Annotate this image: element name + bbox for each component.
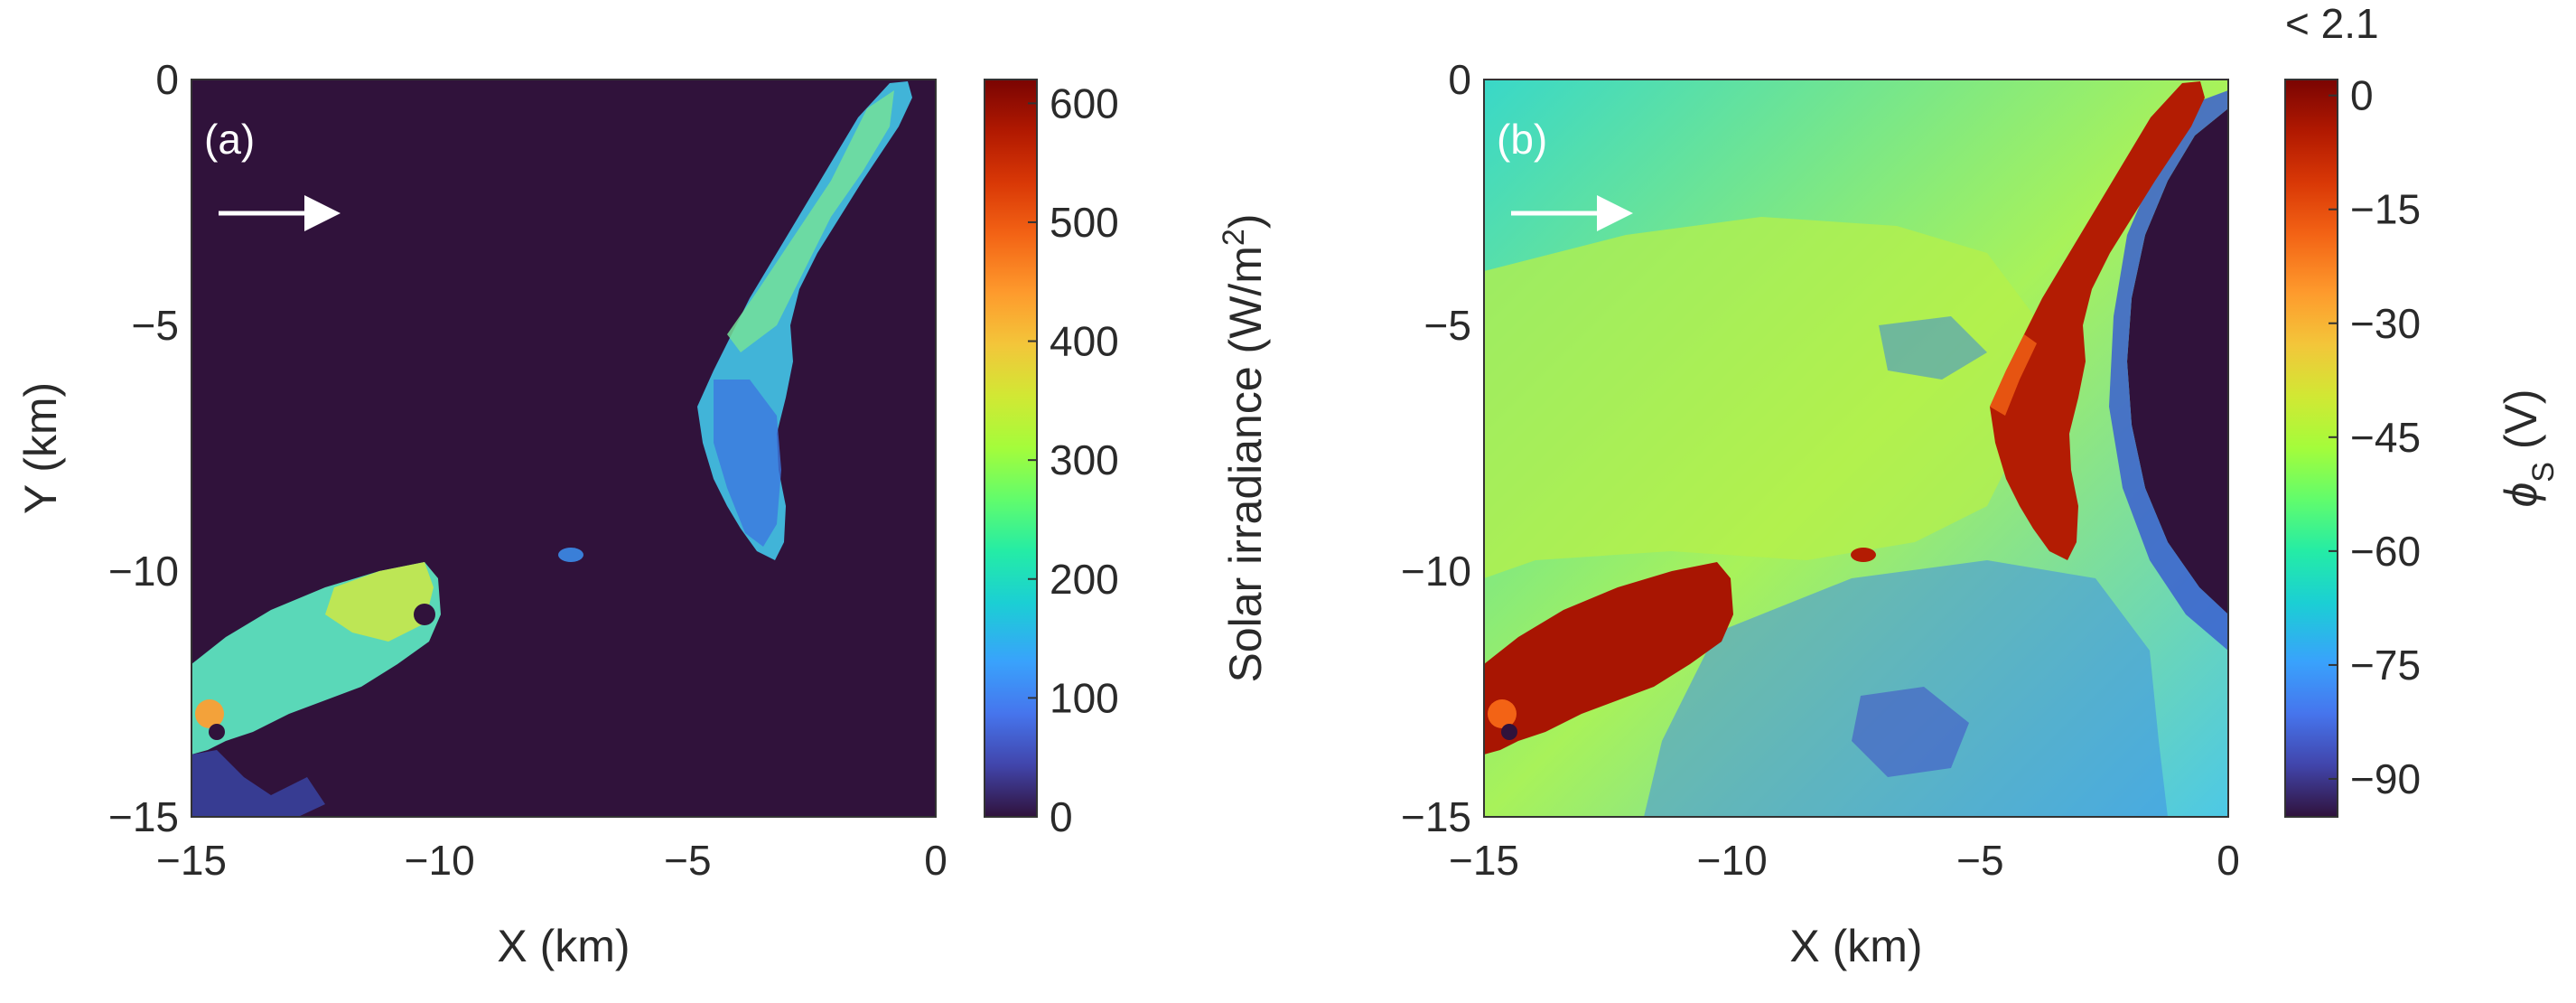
panel-a-y-ticks: 0 −5 −10 −15 xyxy=(108,56,179,840)
panel-b-colorbar-tick-label: 0 xyxy=(2350,72,2374,119)
panel-b-colorbar-top-note: < 2.1 xyxy=(2285,0,2379,47)
panel-a-colorbar-tick-label: 100 xyxy=(1050,674,1119,721)
panel-b-colorbar-tick-label: −75 xyxy=(2350,642,2421,689)
panel-a-colorbar-ticks: 600 500 400 300 200 100 0 xyxy=(1028,80,1119,840)
panel-b-axes-frame xyxy=(1483,79,2229,818)
panel-a-lower-left-scatter xyxy=(191,750,325,817)
panel-a-x-axis-label: X (km) xyxy=(497,921,630,971)
panel-b-y-tick-label: −10 xyxy=(1401,548,1471,595)
panel-a-axes-frame xyxy=(191,79,937,818)
panel-a-crater-1 xyxy=(195,699,224,728)
panel-a-y-tick-label: −5 xyxy=(132,302,179,349)
panel-b-shadow-edge xyxy=(2109,90,2228,651)
panel-b-blue-patch-2 xyxy=(1879,316,1987,380)
panel-a-colorbar-tick-label: 600 xyxy=(1050,80,1119,127)
panel-a-colorbar-tick-label: 500 xyxy=(1050,199,1119,246)
panel-b-crater-2 xyxy=(1501,724,1517,740)
panel-a-x-tick-label: 0 xyxy=(924,837,947,884)
panel-b-ridge-orange-edge xyxy=(1990,334,2037,416)
panel-a-colorbar-label-sup: 2 xyxy=(1217,229,1251,246)
panel-a-x-tick-label: −5 xyxy=(664,837,711,884)
panel-b-colorbar-ticks: 0 −15 −30 −45 −60 −75 −90 xyxy=(2329,72,2421,802)
panel-b-colorbar-tick-label: −15 xyxy=(2350,186,2421,233)
panel-a-colorbar-tick-label: 300 xyxy=(1050,436,1119,483)
panel-b-x-tick-label: 0 xyxy=(2217,837,2240,884)
panel-a-colorbar-tick-label: 400 xyxy=(1050,318,1119,365)
panel-a-lower-left-bright xyxy=(325,562,434,642)
panel-a-colorbar-tick-label: 0 xyxy=(1050,793,1073,840)
panel-b-x-axis-label: X (km) xyxy=(1789,921,1922,971)
panel-b-y-ticks: 0 −5 −10 −15 xyxy=(1401,56,1471,840)
panel-b-colorbar-tick-label: −45 xyxy=(2350,414,2421,461)
panel-a-colorbar-label: Solar irradiance (W/m2) xyxy=(1217,213,1271,682)
panel-a-crater-3 xyxy=(414,604,435,625)
panel-b-label: (b) xyxy=(1497,116,1547,163)
panel-a-colorbar xyxy=(984,79,1038,818)
panel-b-colorbar xyxy=(2284,79,2338,818)
panel-a-x-tick-label: −10 xyxy=(405,837,475,884)
panel-b-x-tick-label: −5 xyxy=(1956,837,2003,884)
panel-b-sunlit-ridge xyxy=(1990,81,2205,560)
panel-a-y-tick-label: −15 xyxy=(108,793,179,840)
panel-b-colorbar-tick-label: −30 xyxy=(2350,300,2421,347)
panel-a-y-tick-label: 0 xyxy=(155,56,179,103)
panel-a-y-tick-label: −10 xyxy=(108,548,179,595)
panel-b-x-tick-label: −10 xyxy=(1697,837,1768,884)
panel-a-small-spot xyxy=(558,548,583,562)
panel-b-colorbar-tick-label: −90 xyxy=(2350,755,2421,802)
panel-b-crater-shadow xyxy=(2127,108,2228,614)
panel-a-ridge-lower xyxy=(714,380,781,547)
panel-b-colorbar-label-sub: S xyxy=(2526,462,2561,483)
panel-b-y-tick-label: −5 xyxy=(1424,302,1471,349)
panel-b-rough-terrain xyxy=(1644,560,2168,817)
panel-b-crater-1 xyxy=(1488,699,1517,728)
panel-b-y-tick-label: 0 xyxy=(1448,56,1471,103)
panel-b-y-tick-label: −15 xyxy=(1401,793,1471,840)
panel-b-blue-patch xyxy=(1852,687,1969,777)
panel-b-colorbar-label: ϕS (V) xyxy=(2496,389,2561,507)
panel-b-colorbar-tick-label: −60 xyxy=(2350,528,2421,575)
panel-b-small-spot xyxy=(1851,548,1876,562)
panel-a-colorbar-tick-label: 200 xyxy=(1050,556,1119,603)
panel-a-y-axis-label: Y (km) xyxy=(15,382,66,514)
panel-a: (a) −15 −10 −5 0 0 −5 −10 −15 X (km) Y (km) 60… xyxy=(15,56,1271,971)
panel-a-x-ticks: −15 −10 −5 0 xyxy=(156,837,947,884)
panel-a-crater-2 xyxy=(209,724,225,740)
panel-b-x-tick-label: −15 xyxy=(1449,837,1519,884)
panel-b-central-band xyxy=(1484,217,2041,578)
panel-b-sunlit-lower-left xyxy=(1484,562,1733,755)
panel-b: (b) −15 −10 −5 0 0 −5 −10 −15 X (km) 0 −15 −30 −4… xyxy=(1401,0,2561,971)
panel-a-label: (a) xyxy=(204,116,255,163)
panel-a-x-tick-label: −15 xyxy=(156,837,227,884)
panel-b-x-ticks: −15 −10 −5 0 xyxy=(1449,837,2240,884)
panel-a-ridge-highlight xyxy=(727,90,894,352)
